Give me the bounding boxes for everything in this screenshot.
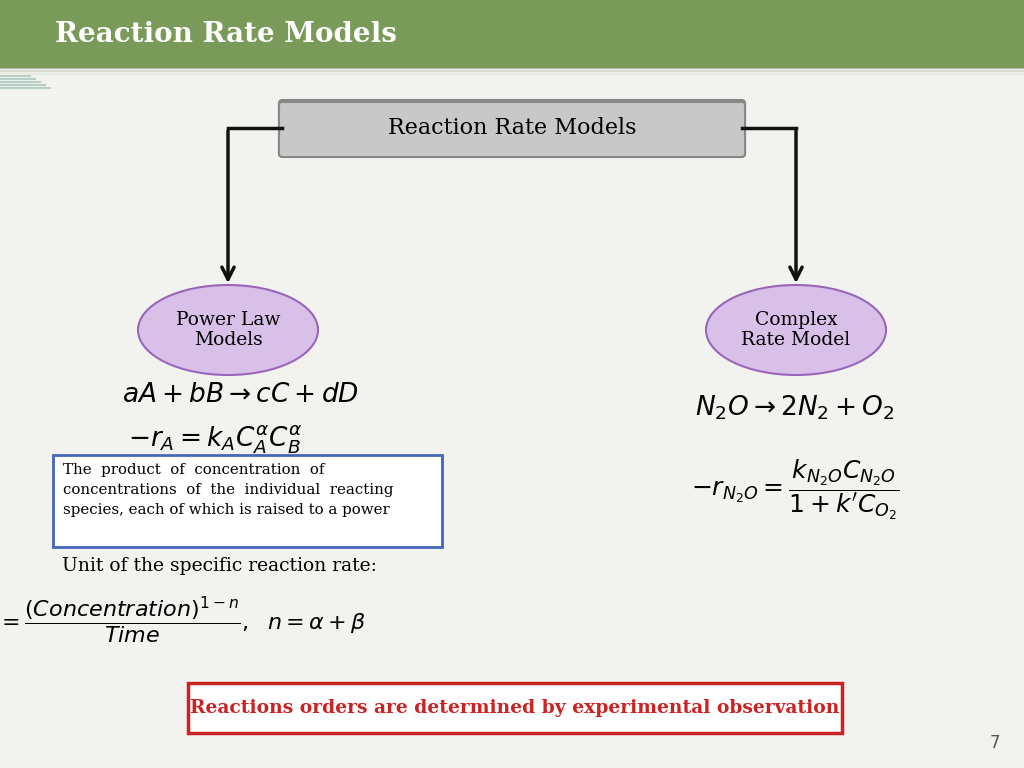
FancyBboxPatch shape (279, 100, 745, 156)
Text: $aA+bB\rightarrow cC+dD$: $aA+bB\rightarrow cC+dD$ (122, 382, 358, 408)
Text: $-r_A = k_A C_A^{\alpha} C_B^{\alpha}$: $-r_A = k_A C_A^{\alpha} C_B^{\alpha}$ (128, 424, 302, 456)
FancyBboxPatch shape (279, 101, 745, 157)
Bar (0, 0, 1024, 68)
Text: The  product  of  concentration  of
concentrations  of  the  individual  reactin: The product of concentration of concentr… (63, 463, 393, 517)
FancyBboxPatch shape (53, 455, 442, 547)
Ellipse shape (138, 285, 318, 375)
Ellipse shape (706, 285, 886, 375)
FancyBboxPatch shape (188, 683, 842, 733)
Text: Complex
Rate Model: Complex Rate Model (741, 310, 851, 349)
Text: Reaction Rate Models: Reaction Rate Models (55, 21, 397, 48)
Text: Reactions orders are determined by experimental observation: Reactions orders are determined by exper… (190, 699, 840, 717)
Text: Reaction Rate Models: Reaction Rate Models (388, 117, 636, 139)
Text: Unit of the specific reaction rate:: Unit of the specific reaction rate: (62, 557, 377, 575)
Text: 7: 7 (989, 734, 1000, 752)
Text: Power Law
Models: Power Law Models (176, 310, 281, 349)
FancyBboxPatch shape (279, 102, 745, 157)
Text: $N_2O \rightarrow 2N_2 + O_2$: $N_2O \rightarrow 2N_2 + O_2$ (695, 394, 895, 422)
Text: $-r_{N_2O} = \dfrac{k_{N_2O}C_{N_2O}}{1 + k^{\prime}C_{O_2}}$: $-r_{N_2O} = \dfrac{k_{N_2O}C_{N_2O}}{1 … (691, 458, 899, 522)
Text: $k = \dfrac{\left(Concentration\right)^{1-n}}{Time},\ \ n = \alpha + \beta$: $k = \dfrac{\left(Concentration\right)^{… (0, 594, 367, 646)
